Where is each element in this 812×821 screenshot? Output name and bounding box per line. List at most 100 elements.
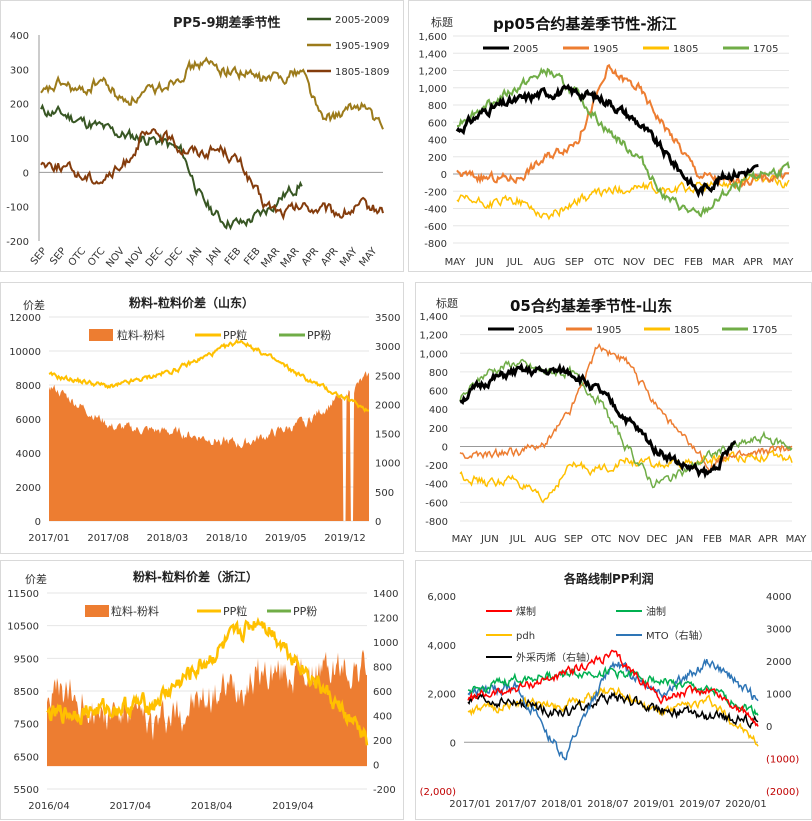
x-tick-label: AUG [533,257,555,268]
y-tick-label: -800 [424,239,447,250]
x-tick-label: MAY [338,245,360,269]
y-tick-label: 5500 [14,785,39,796]
y-tick-label: -400 [424,205,447,216]
y-axis-title: 标题 [436,296,458,310]
y-tick-label: 800 [428,101,447,112]
series-line-pp-pellet [46,616,369,746]
y-tick-label: 12000 [9,313,41,324]
legend-label: 粒料-粉料 [117,328,165,342]
series-line-1905 [459,342,793,473]
y-tick-label: 400 [428,136,447,147]
y2-tick-label: 4000 [766,592,791,603]
y-tick-label: 1,000 [418,84,447,95]
legend-label: 外采丙烯（右轴） [516,651,596,664]
x-tick-label: MAY [786,534,808,545]
x-tick-label: SEP [48,246,68,267]
x-tick-label: MAR [279,246,302,270]
y2-tick-label: 200 [373,736,392,747]
y-tick-label: 7500 [14,720,39,731]
legend-label: 1805-1809 [335,67,390,78]
y-tick-label: 6000 [16,415,41,426]
x-tick-label: FEB [223,246,244,268]
x-tick-label: NOV [623,257,645,268]
legend-label: 粒料-粉料 [111,604,159,618]
chart-panel-pp-route-profit: 6,000 4,000 2,000 0 (2,000) 4000 3000 2000 1000 0… [415,560,812,820]
series-line-pp-pellet [48,338,370,413]
y2-tick-label: 1500 [375,430,400,441]
y-tick-label: 600 [429,387,448,398]
y-tick-label: 200 [429,424,448,435]
legend-label: PP粉 [293,605,317,618]
y2-tick-label: 3500 [375,313,400,324]
legend-swatch [85,605,109,617]
x-tick-label: NOV [618,534,640,545]
x-tick-label: 2018/01 [541,799,583,810]
x-tick-label: SEP [564,534,583,545]
legend-label: PP粒 [223,604,247,618]
x-tick-label: FEB [703,534,722,545]
x-tick-label: MAY [357,245,379,269]
y-tick-label: 6500 [14,752,39,763]
y-tick-label: (2,000) [420,787,457,798]
chart-basis-shandong: 1,400 1,200 1,000 800 600 400 200 0 -200 -400 -600… [419,296,808,545]
series-line-1805-1809 [40,127,384,221]
legend-label: 1705 [753,44,778,55]
x-tick-label: 2017/07 [495,799,537,810]
y2-tick-label: (1000) [766,755,799,766]
legend-label: 1805 [673,44,698,55]
series-line-MTO（右轴） [467,658,759,761]
chart-title: 粉料-粒料价差（浙江） [133,569,258,584]
y-tick-label: 800 [429,368,448,379]
x-tick-label: 2017/04 [110,801,152,812]
series-line-1705 [459,358,793,489]
y-tick-label: 1,000 [419,349,448,360]
y-tick-label: 9500 [14,654,39,665]
y-tick-label: -200 [6,237,29,248]
y2-tick-label: -200 [373,785,396,796]
y-tick-label: 8000 [16,381,41,392]
series-line-1705 [456,67,790,218]
chart-panel-powder-pellet-zhejiang: 11500 10500 9500 8500 7500 6500 5500 1400 1200 10… [0,560,404,820]
x-tick-label: OTC [67,246,89,269]
chart-panel-basis-shandong: 1,400 1,200 1,000 800 600 400 200 0 -200 -400 -600… [415,282,812,552]
x-tick-label: FEB [684,257,703,268]
series-line-1905 [456,63,790,189]
x-tick-label: MAY [445,257,467,268]
area-spread [47,649,367,767]
area-spread [49,371,369,521]
series-line-2005 [459,362,737,480]
x-tick-label: 2017/01 [28,533,70,544]
legend-label: MTO（右轴） [646,629,709,642]
y-tick-label: 2,000 [427,690,456,701]
x-tick-label: 2018/07 [587,799,629,810]
x-tick-label: APR [300,246,321,268]
chart-title: PP5-9期差季节性 [173,15,281,31]
y-axis-title: 价差 [25,572,47,586]
legend-label: pdh [516,631,535,642]
y2-tick-label: 2000 [375,400,400,411]
series-line-煤制 [467,649,759,727]
x-tick-label: MAY [452,534,474,545]
x-tick-label: NOV [104,246,127,270]
y-tick-label: -400 [425,480,448,491]
y2-tick-label: 600 [373,687,392,698]
x-tick-label: SEP [29,246,49,267]
y2-tick-label: 3000 [375,342,400,353]
y-tick-label: 1,200 [418,67,447,78]
x-tick-label: 2020/01 [725,799,767,810]
y2-tick-label: 1400 [373,589,398,600]
y-tick-label: 200 [10,100,29,111]
x-tick-label: DEC [144,246,166,269]
x-tick-label: APR [319,246,340,268]
y-tick-label: 200 [428,153,447,164]
legend-label: 1905-1909 [335,41,390,52]
y-tick-label: -600 [424,222,447,233]
x-tick-label: 2018/03 [147,533,189,544]
x-tick-label: JAN [185,246,205,267]
chart-title: 粉料-粒料价差（山东） [129,295,254,310]
chart-powder-pellet-shandong: 1200010000800060004000200003500300025002… [9,295,400,544]
y-axis-title: 标题 [431,15,453,29]
y-tick-label: 400 [10,31,29,42]
legend-label: 2005 [518,325,543,336]
y2-tick-label: 3000 [766,625,791,636]
